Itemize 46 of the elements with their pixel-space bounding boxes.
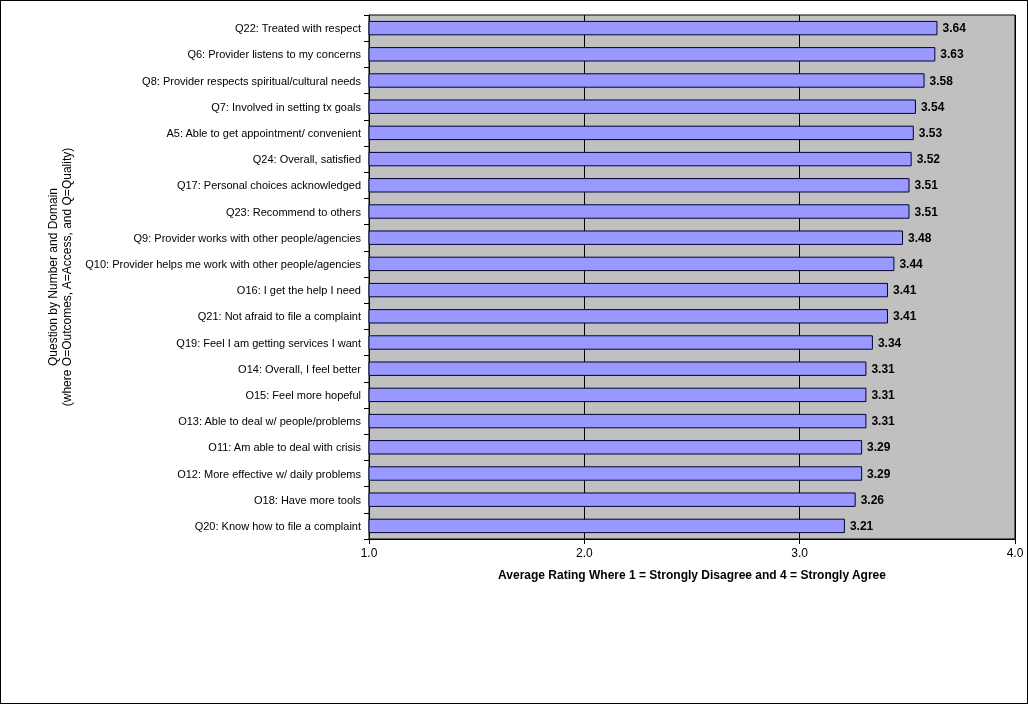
y-tick-label: Q19: Feel I am getting services I want (176, 336, 361, 349)
data-label: 3.48 (908, 230, 932, 245)
y-tick-label: Q17: Personal choices acknowledged (176, 179, 361, 192)
data-label: 3.21 (849, 518, 874, 533)
data-label: 3.31 (871, 361, 896, 376)
data-label: 3.51 (914, 178, 939, 193)
y-tick-label: Q9: Provider works with other people/agencies (133, 231, 362, 244)
y-tick-label: Q6: Provider listens to my concerns (187, 48, 362, 61)
data-label: 3.34 (877, 335, 902, 350)
x-tick-label: 1.0 (360, 546, 378, 560)
data-label: 3.26 (860, 492, 885, 507)
data-label: 3.54 (920, 99, 945, 114)
data-label: 3.31 (871, 387, 896, 402)
y-tick-label: Q21: Not afraid to file a complaint (197, 310, 361, 323)
data-label: 3.29 (867, 440, 891, 455)
y-tick-label: O11: Am able to deal with crisis (208, 441, 362, 454)
y-tick-label: O14: Overall, I feel better (238, 362, 362, 375)
y-tick-label: O15: Feel more hopeful (245, 388, 361, 401)
data-label: 3.63 (940, 47, 965, 62)
y-tick-label: Q10: Provider helps me work with other people/agencies (85, 257, 362, 270)
x-tick-label: 2.0 (575, 546, 593, 560)
data-label: 3.31 (871, 414, 896, 429)
data-label: 3.44 (899, 256, 924, 271)
y-tick-label: A5: Able to get appointment/ convenient (166, 126, 361, 139)
data-label: 3.64 (942, 21, 967, 36)
y-tick-label: Q23: Recommend to others (225, 205, 362, 218)
y-tick-label: Q8: Provider respects spiritual/cultural needs (142, 74, 362, 87)
y-tick-label: O13: Able to deal w/ people/problems (178, 415, 362, 428)
y-tick-label: Q22: Treated with respect (235, 22, 361, 35)
x-tick-label: 3.0 (791, 546, 809, 560)
x-axis-title: Average Rating Where 1 = Strongly Disagree and 4 = Strongly Agree (498, 568, 887, 582)
data-label: 3.41 (892, 283, 917, 298)
data-label: 3.51 (914, 204, 939, 219)
y-tick-label: O12: More effective w/ daily problems (177, 467, 362, 480)
data-label: 3.58 (929, 73, 954, 88)
y-axis-title: Question by Number and Domain (where O=Outcomes, A=Access, and Q=Quality) (46, 147, 75, 407)
data-label: 3.52 (916, 152, 941, 167)
y-tick-label: O18: Have more tools (254, 493, 362, 506)
y-tick-label: Q7: Involved in setting tx goals (211, 100, 362, 113)
y-tick-label: O16: I get the help I need (236, 284, 361, 297)
y-tick-label: Q20: Know how to file a complaint (194, 519, 361, 532)
data-label: 3.41 (892, 309, 917, 324)
x-tick-label: 4.0 (1006, 546, 1024, 560)
y-tick-label: Q24: Overall, satisfied (252, 153, 361, 166)
data-label: 3.29 (867, 466, 891, 481)
data-label: 3.53 (918, 125, 943, 140)
